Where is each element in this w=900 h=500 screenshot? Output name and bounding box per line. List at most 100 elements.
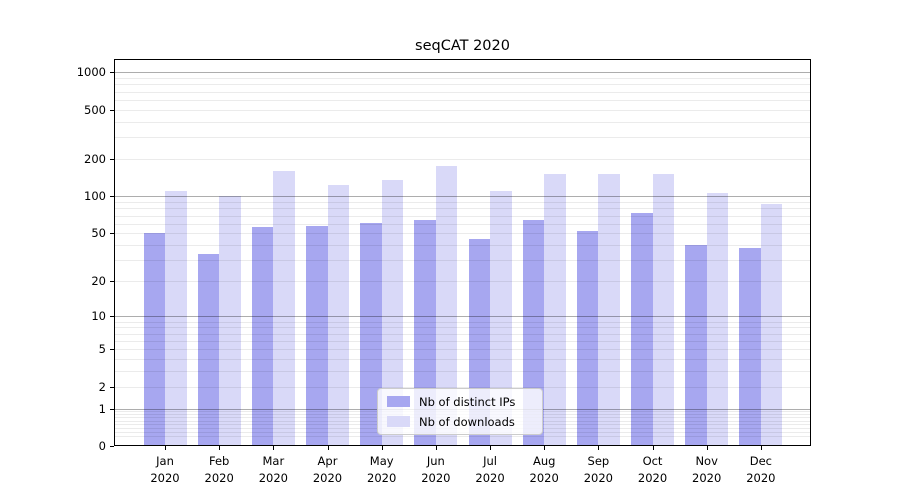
gridline-minor (114, 100, 811, 102)
x-tick-year: 2020 (312, 471, 343, 485)
bar-downloads-may (381, 180, 404, 446)
x-tick-label: Apr 2020 (301, 453, 355, 487)
x-tick-month: Apr (317, 454, 338, 468)
x-tick-month: Jan (156, 454, 174, 468)
x-tick-label: Oct 2020 (626, 453, 680, 487)
x-tick-year: 2020 (421, 471, 451, 485)
gridline-major (114, 72, 811, 74)
bar-ips-dec (739, 247, 761, 446)
y-tick (110, 386, 114, 388)
x-tick-label: Sep 2020 (571, 453, 625, 487)
x-tick (544, 446, 546, 450)
y-tick-label: 1 (98, 401, 106, 416)
gridline-minor (114, 202, 811, 204)
y-tick-label: 5 (98, 342, 106, 357)
y-tick-label: 100 (84, 189, 106, 204)
y-tick (110, 159, 114, 161)
x-tick-month: Aug (532, 454, 556, 468)
y-tick-label: 10 (91, 309, 106, 324)
y-tick-label: 20 (91, 274, 106, 289)
legend-swatch (387, 396, 410, 407)
gridline-minor (114, 121, 811, 123)
y-tick-label: 1000 (76, 65, 106, 80)
bar-ips-apr (306, 225, 328, 446)
x-tick-year: 2020 (692, 471, 722, 485)
bar-ips-feb (197, 253, 220, 446)
bar-ips-oct (631, 213, 653, 446)
x-tick-label: Feb 2020 (192, 453, 246, 487)
y-tick (110, 446, 114, 447)
x-tick-year: 2020 (583, 471, 613, 485)
y-tick (110, 316, 114, 318)
chart-title: seqCAT 2020 (415, 38, 510, 54)
x-tick (165, 446, 166, 450)
x-tick (760, 446, 762, 450)
y-tick-label: 200 (84, 152, 106, 167)
x-tick-label: Jul 2020 (463, 453, 517, 487)
gridline-minor (114, 260, 811, 262)
gridline-minor (114, 215, 811, 217)
bar-downloads-oct (652, 174, 675, 446)
y-tick (110, 196, 114, 198)
x-tick-month: Sep (587, 454, 610, 468)
bar-downloads-jan (165, 191, 187, 446)
bar-ips-sep (576, 231, 599, 446)
gridline-minor (114, 436, 811, 438)
bar-downloads-apr (327, 185, 349, 446)
gridline-minor (114, 281, 811, 283)
gridline-minor (114, 386, 811, 388)
legend-row: Nb of distinct IPs (387, 393, 542, 410)
y-tick (110, 109, 114, 111)
x-tick-year: 2020 (258, 471, 288, 485)
x-tick-month: Nov (695, 454, 718, 468)
bar-ips-nov (685, 245, 707, 446)
bar-ips-mar (251, 227, 274, 446)
x-tick-month: Jun (426, 454, 445, 468)
x-tick (490, 446, 492, 450)
x-tick (381, 446, 383, 450)
y-tick (110, 349, 114, 351)
y-tick-label: 500 (84, 102, 106, 117)
x-tick-year: 2020 (746, 471, 776, 485)
gridline-minor (114, 109, 811, 111)
gridline-minor (114, 321, 811, 323)
x-tick-label: Aug 2020 (517, 453, 571, 487)
gridline-minor (114, 84, 811, 86)
bar-downloads-dec (760, 203, 783, 446)
y-tick (110, 72, 114, 74)
bar-ips-jan (143, 233, 165, 446)
x-tick-year: 2020 (529, 471, 559, 485)
gridline-minor (114, 358, 811, 360)
bar-downloads-jun (435, 166, 458, 446)
gridline-minor (114, 137, 811, 139)
gridline-minor (114, 91, 811, 93)
x-tick-label: Jan 2020 (138, 453, 192, 487)
bar-ips-may (360, 222, 382, 446)
y-tick (110, 408, 114, 410)
legend-swatch (387, 416, 410, 427)
gridline-minor (114, 349, 811, 351)
legend-row: Nb of downloads (387, 413, 542, 430)
gridline-minor (114, 371, 811, 373)
x-tick-year: 2020 (475, 471, 505, 485)
y-tick-label: 50 (91, 226, 106, 241)
x-tick-month: May (369, 454, 394, 468)
bar-downloads-mar (273, 171, 295, 446)
y-tick (110, 233, 114, 235)
x-tick (706, 446, 708, 450)
x-tick (435, 446, 437, 450)
x-tick-month: Oct (642, 454, 663, 468)
bar-downloads-sep (598, 174, 620, 446)
x-tick-label: Dec 2020 (734, 453, 788, 487)
bar-downloads-nov (706, 192, 729, 446)
bar-downloads-aug (544, 173, 566, 446)
x-tick-year: 2020 (637, 471, 668, 485)
y-tick-label: 2 (98, 379, 106, 394)
gridline-minor (114, 327, 811, 329)
x-tick-year: 2020 (150, 471, 180, 485)
y-tick-label: 0 (98, 439, 106, 453)
gridline-minor (114, 159, 811, 161)
x-tick-label: May 2020 (355, 453, 409, 487)
legend: Nb of distinct IPs Nb of downloads (377, 388, 543, 435)
